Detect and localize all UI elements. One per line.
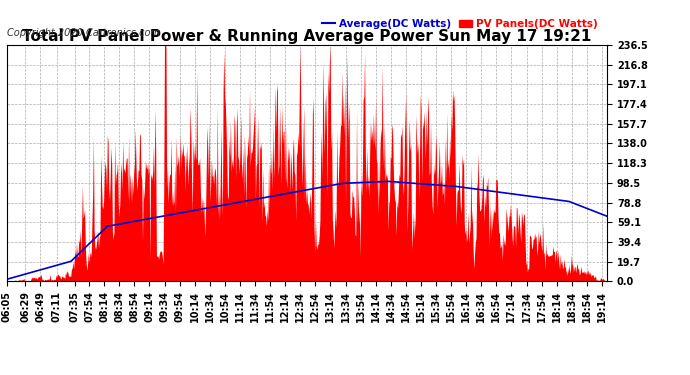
Text: Copyright 2020 Cartronics.com: Copyright 2020 Cartronics.com	[7, 28, 160, 38]
Title: Total PV Panel Power & Running Average Power Sun May 17 19:21: Total PV Panel Power & Running Average P…	[22, 29, 592, 44]
Legend: Average(DC Watts), PV Panels(DC Watts): Average(DC Watts), PV Panels(DC Watts)	[318, 15, 602, 33]
